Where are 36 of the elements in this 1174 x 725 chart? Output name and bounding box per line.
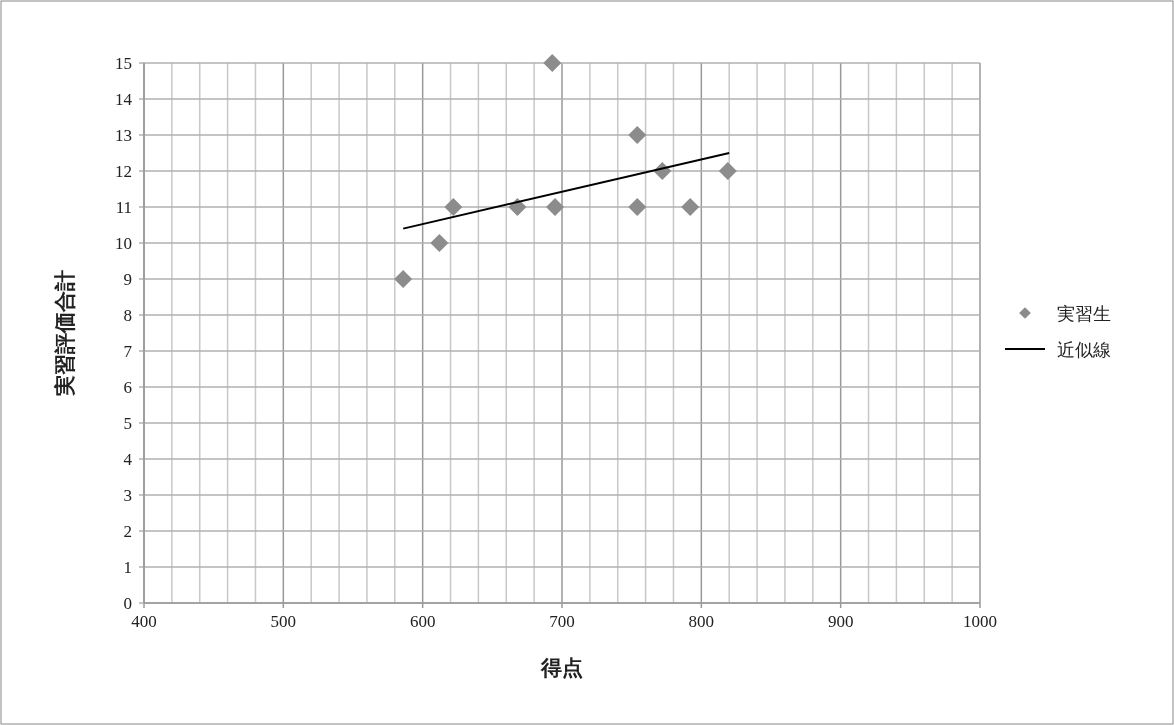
x-tick-label: 600 — [409, 612, 436, 631]
x-axis-title: 得点 — [540, 656, 583, 680]
y-tick-label: 8 — [123, 306, 132, 325]
point — [681, 198, 700, 216]
y-tick-label: 12 — [115, 162, 132, 181]
y-axis-title: 実習評価合計 — [53, 270, 77, 397]
point — [430, 234, 449, 252]
x-tick-label: 900 — [827, 612, 854, 631]
y-tick-label: 0 — [123, 594, 132, 613]
legend-label: 実習生 — [1057, 304, 1111, 324]
y-tick-label: 3 — [123, 486, 132, 505]
y-tick-label: 11 — [115, 198, 132, 217]
y-tick-label: 9 — [123, 270, 132, 289]
legend-label: 近似線 — [1057, 340, 1111, 360]
x-tick-label: 700 — [549, 612, 575, 631]
point — [394, 270, 413, 288]
point — [444, 198, 463, 216]
point — [718, 162, 737, 180]
y-tick-label: 5 — [123, 414, 132, 433]
x-tick-label: 400 — [131, 612, 157, 631]
point — [628, 126, 647, 144]
point — [546, 198, 565, 216]
point — [543, 54, 562, 72]
x-tick-label: 1000 — [963, 612, 997, 631]
x-tick-label: 800 — [688, 612, 715, 631]
y-tick-label: 15 — [115, 54, 132, 73]
y-tick-label: 13 — [115, 126, 132, 145]
y-tick-label: 1 — [123, 558, 132, 577]
x-tick-label: 500 — [270, 612, 297, 631]
y-tick-label: 14 — [115, 90, 133, 109]
y-tick-label: 6 — [123, 378, 132, 397]
y-tick-label: 4 — [123, 450, 133, 469]
y-tick-label: 2 — [123, 522, 132, 541]
point — [628, 198, 647, 216]
y-tick-label: 10 — [115, 234, 132, 253]
y-tick-label: 7 — [123, 342, 133, 361]
